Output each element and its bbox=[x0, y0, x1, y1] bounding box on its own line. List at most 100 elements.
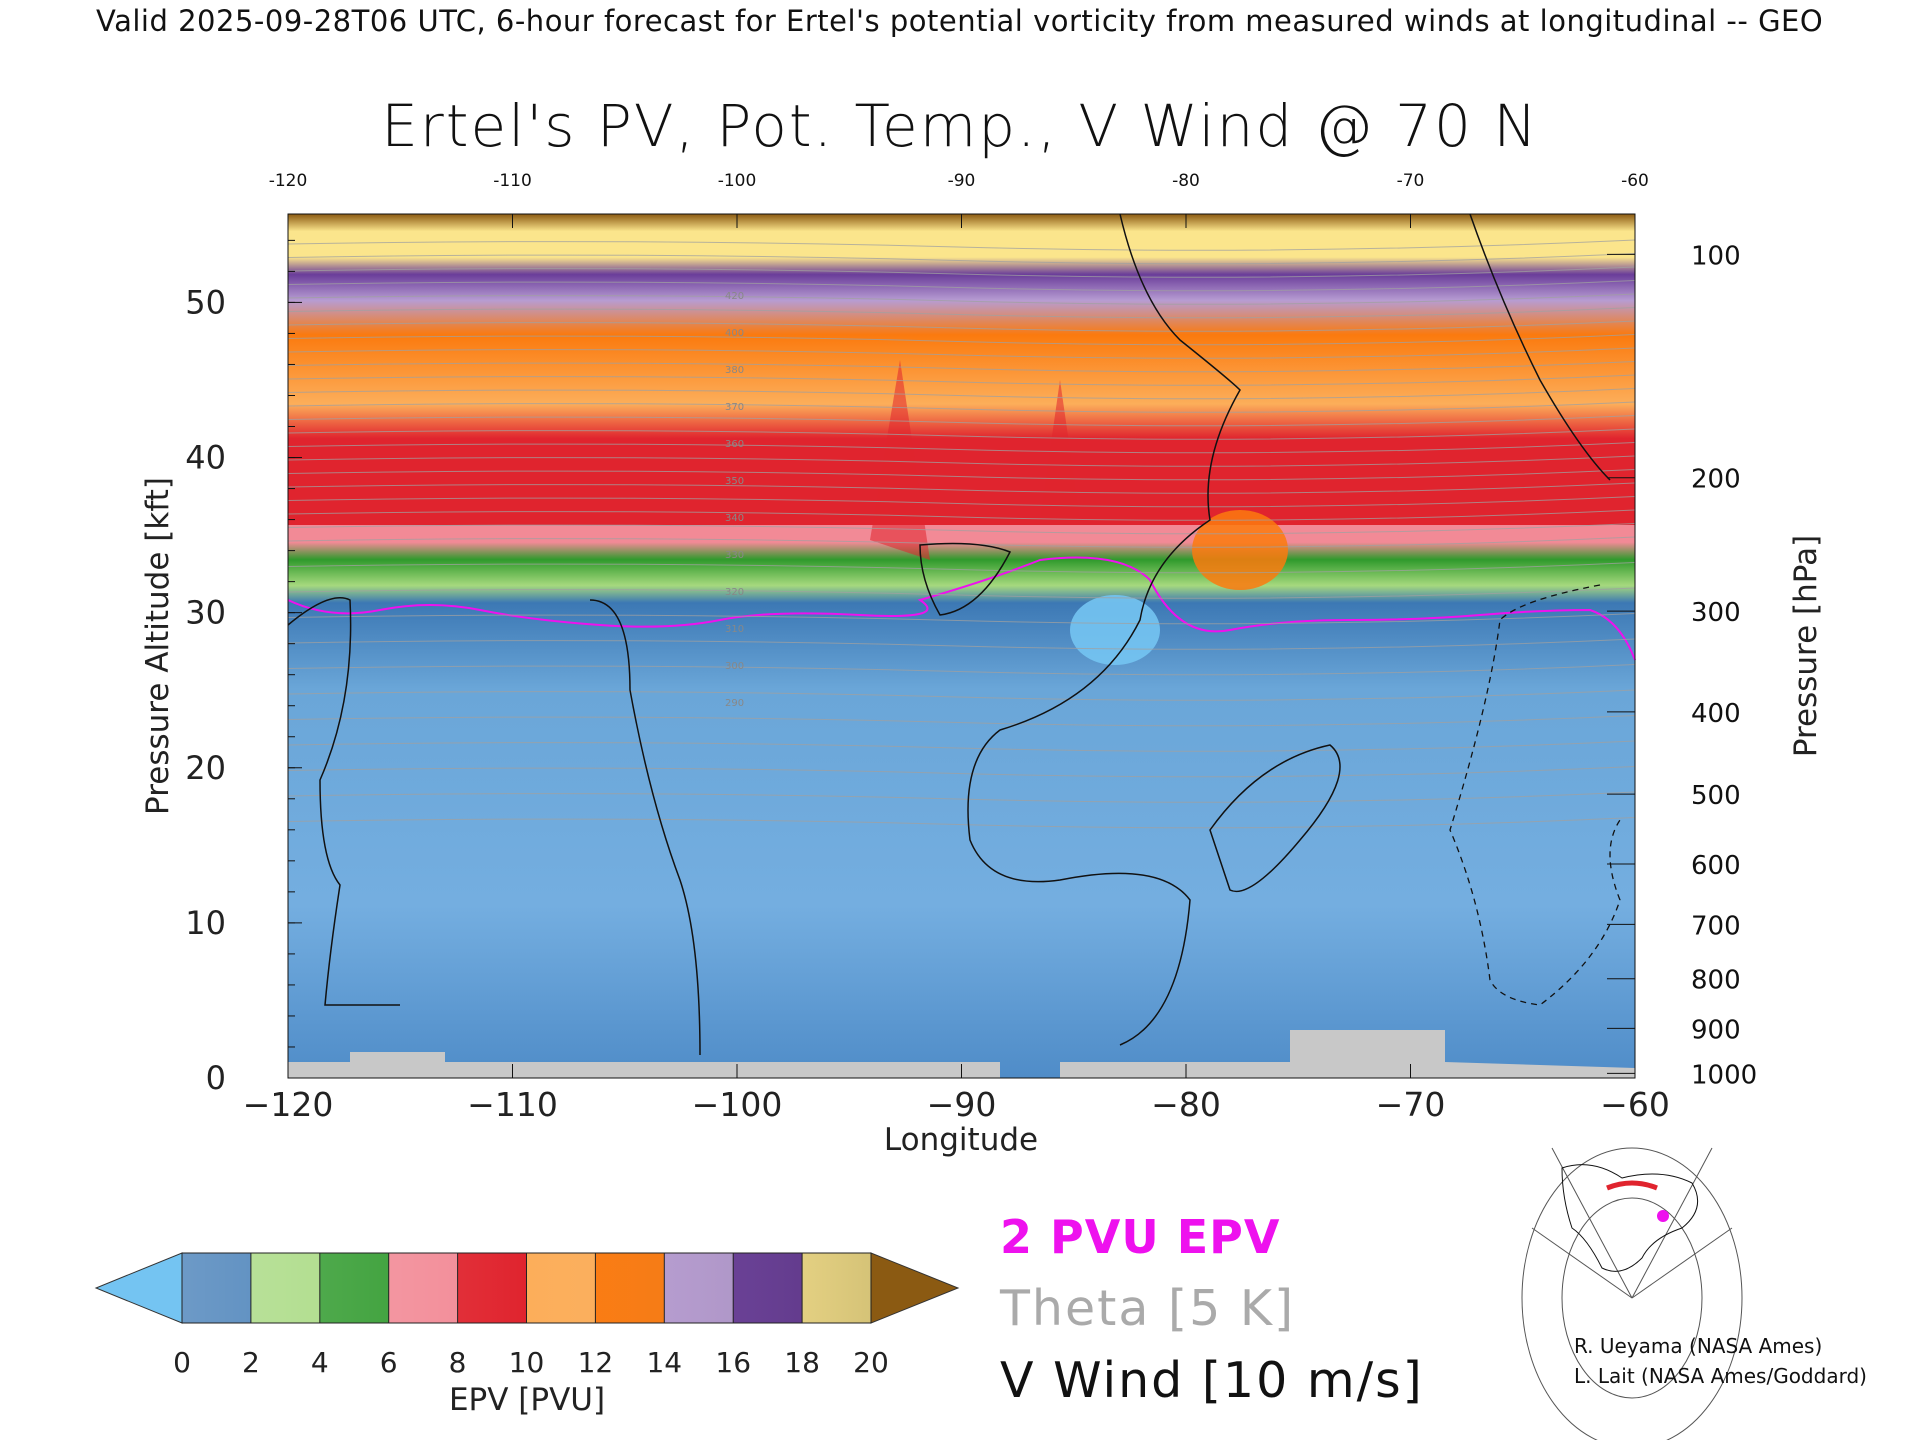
top-tick-label: -110 bbox=[493, 171, 532, 191]
inset-map bbox=[1521, 1147, 1743, 1440]
pv-anomaly bbox=[1192, 510, 1288, 590]
colorbar-tick-label: 16 bbox=[715, 1346, 751, 1379]
theta-label: 310 bbox=[725, 624, 744, 635]
theta-line bbox=[287, 239, 1636, 251]
colorbar-label: EPV [PVU] bbox=[449, 1382, 605, 1418]
v-wind-contour bbox=[589, 599, 701, 1056]
y-tick-label: 10 bbox=[185, 904, 226, 942]
colorbar-tick-label: 18 bbox=[784, 1346, 820, 1379]
theta-line bbox=[287, 613, 1636, 625]
pressure-tick-label: 100 bbox=[1691, 241, 1741, 271]
plot-area: 420 400 380 370 360 350 340 330 320 310 300 290 bbox=[287, 213, 1636, 1079]
theta-label: 340 bbox=[725, 513, 744, 524]
x-tick-label: −100 bbox=[692, 1085, 783, 1124]
inset-map-meridian bbox=[1631, 1227, 1733, 1299]
theta-line bbox=[287, 482, 1636, 494]
top-tick-label: -100 bbox=[718, 171, 757, 191]
theta-label: 370 bbox=[725, 402, 744, 413]
v-wind-contour bbox=[1469, 213, 1611, 481]
top-tick-label: -70 bbox=[1397, 171, 1425, 191]
colorbar-tick-label: 14 bbox=[646, 1346, 682, 1379]
colorbar-tick-label: 2 bbox=[242, 1346, 260, 1379]
x-axis-label: Longitude bbox=[884, 1122, 1038, 1158]
theta-line bbox=[287, 523, 1636, 535]
pressure-tick-label: 900 bbox=[1691, 1015, 1741, 1045]
theta-line bbox=[287, 320, 1636, 332]
x-tick-label: −120 bbox=[243, 1085, 334, 1124]
y-tick-label: 20 bbox=[185, 749, 226, 787]
colorbar-tick-label: 10 bbox=[509, 1346, 545, 1379]
v-wind-contour bbox=[1209, 744, 1341, 893]
y-tick-label: 40 bbox=[185, 439, 226, 477]
theta-line bbox=[287, 766, 1636, 778]
pressure-tick-label: 200 bbox=[1691, 465, 1741, 495]
tropopause-fold bbox=[870, 360, 930, 560]
y-axis-label-left: Pressure Altitude [kft] bbox=[140, 477, 176, 815]
colorbar-tick-label: 0 bbox=[173, 1346, 191, 1379]
top-tick-label: -120 bbox=[269, 171, 308, 191]
theta-line bbox=[287, 817, 1636, 829]
theta-line bbox=[287, 638, 1636, 650]
forecast-banner: Valid 2025-09-28T06 UTC, 6-hour forecast… bbox=[96, 4, 1824, 38]
top-tick-label: -60 bbox=[1621, 171, 1649, 191]
theta-line bbox=[287, 334, 1636, 346]
theta-line bbox=[287, 689, 1636, 701]
top-tick-label: -90 bbox=[948, 171, 976, 191]
y-tick-label: 30 bbox=[185, 594, 226, 632]
inset-map-section-line bbox=[1606, 1180, 1658, 1191]
theta-line bbox=[287, 428, 1636, 440]
inset-map-meridian bbox=[1631, 1147, 1713, 1299]
legend-pv: 2 PVU EPV bbox=[1000, 1210, 1281, 1264]
inset-map-latitude-circle bbox=[1521, 1147, 1743, 1440]
theta-label: 330 bbox=[725, 550, 744, 561]
theta-line bbox=[287, 280, 1636, 292]
theta-contours: 420 400 380 370 360 350 340 330 320 310 300 290 bbox=[287, 239, 1636, 829]
y-tick-label: 0 bbox=[206, 1059, 226, 1097]
theta-label: 420 bbox=[725, 291, 744, 302]
x-tick-label: −90 bbox=[927, 1085, 997, 1124]
pressure-tick-label: 400 bbox=[1691, 699, 1741, 729]
v-wind-contour bbox=[967, 213, 1241, 1046]
inset-map-coastline bbox=[1561, 1164, 1699, 1272]
theta-line bbox=[287, 374, 1636, 386]
theta-label: 300 bbox=[725, 661, 744, 672]
colorbar-max-arrow bbox=[870, 1252, 960, 1324]
x-tick-label: −60 bbox=[1600, 1085, 1670, 1124]
pressure-tick-label: 800 bbox=[1691, 966, 1741, 996]
theta-label: 290 bbox=[725, 698, 744, 709]
legend-wind: V Wind [10 m/s] bbox=[1000, 1352, 1424, 1409]
theta-line bbox=[287, 361, 1636, 373]
inset-map-latitude-circle bbox=[1561, 1197, 1703, 1399]
theta-line bbox=[287, 442, 1636, 454]
theta-line bbox=[287, 415, 1636, 427]
theta-line bbox=[287, 401, 1636, 413]
colorbar-tick-label: 12 bbox=[578, 1346, 614, 1379]
theta-label: 320 bbox=[725, 587, 744, 598]
pressure-tick-label: 700 bbox=[1691, 911, 1741, 941]
theta-line bbox=[287, 388, 1636, 400]
low-pv-patch bbox=[1070, 595, 1160, 665]
theta-line bbox=[287, 664, 1636, 676]
inset-map-location-dot bbox=[1657, 1210, 1669, 1222]
x-tick-label: −70 bbox=[1376, 1085, 1446, 1124]
pressure-tick-label: 600 bbox=[1691, 851, 1741, 881]
pv-2-contour bbox=[287, 556, 1636, 661]
theta-line bbox=[287, 715, 1636, 727]
colorbar-tick-label: 8 bbox=[449, 1346, 467, 1379]
v-wind-contour bbox=[287, 597, 400, 1006]
theta-line bbox=[287, 455, 1636, 467]
theta-label: 400 bbox=[725, 328, 744, 339]
top-tick-label: -80 bbox=[1172, 171, 1200, 191]
theta-line bbox=[287, 562, 1636, 574]
colorbar-tick-label: 6 bbox=[380, 1346, 398, 1379]
theta-line bbox=[287, 266, 1636, 278]
theta-line bbox=[287, 469, 1636, 481]
tropopause-fold bbox=[1040, 380, 1080, 520]
theta-line bbox=[287, 587, 1636, 599]
inset-map-meridian bbox=[1531, 1227, 1633, 1299]
theta-line bbox=[287, 253, 1636, 265]
colorbar-tick-label: 20 bbox=[853, 1346, 889, 1379]
inset-map-meridian bbox=[1551, 1147, 1633, 1299]
credit-line-1: R. Ueyama (NASA Ames) bbox=[1574, 1334, 1823, 1358]
theta-line bbox=[287, 307, 1636, 319]
